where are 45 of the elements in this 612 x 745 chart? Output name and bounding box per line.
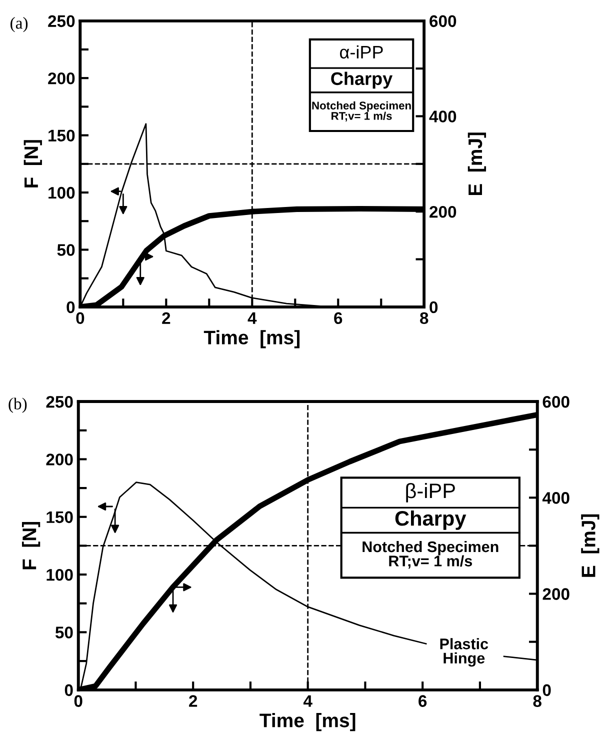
y-tick-label: 250 xyxy=(48,15,75,28)
x-axis-title: Time [ms] xyxy=(204,330,300,348)
x-tick-label: 0 xyxy=(76,312,84,324)
chart-title: (b) xyxy=(8,398,27,413)
y2-tick-label: 0 xyxy=(430,301,438,314)
y2-axis-title: E [mJ] xyxy=(468,132,486,196)
chart-title: (a) xyxy=(10,17,28,32)
y2-tick-label: 200 xyxy=(430,206,456,218)
y-tick-label: 200 xyxy=(48,72,75,84)
x-tick-label: 8 xyxy=(533,695,542,707)
annotation: β-iPP xyxy=(406,482,455,502)
y-tick-label: 0 xyxy=(66,301,75,314)
x-tick-label: 6 xyxy=(334,312,342,324)
x-axis-title: Time [ms] xyxy=(260,713,356,732)
y2-tick-label: 600 xyxy=(542,396,570,408)
x-tick-label: 6 xyxy=(418,695,427,707)
x-tick-label: 2 xyxy=(189,695,198,707)
y-tick-label: 200 xyxy=(46,454,73,466)
annotation: Charpy xyxy=(395,510,466,530)
y-tick-label: 150 xyxy=(48,130,75,142)
annotation: Plastic Hinge xyxy=(440,638,488,667)
y2-tick-label: 400 xyxy=(429,110,456,122)
x-tick-label: 8 xyxy=(420,312,428,324)
annotation: Charpy xyxy=(331,72,393,89)
y2-tick-label: 200 xyxy=(542,588,570,600)
y-axis-title: F [N] xyxy=(22,522,40,570)
y-tick-label: 0 xyxy=(64,684,73,696)
x-tick-label: 4 xyxy=(303,695,312,707)
annotation: α-iPP xyxy=(340,45,383,59)
y2-tick-label: 600 xyxy=(430,15,456,28)
y-tick-label: 100 xyxy=(48,186,75,199)
y-tick-label: 100 xyxy=(46,568,73,581)
y-tick-label: 150 xyxy=(46,511,73,524)
y-tick-label: 50 xyxy=(55,626,73,638)
y2-tick-label: 400 xyxy=(542,492,570,504)
y2-axis-title: E [mJ] xyxy=(581,514,600,577)
x-tick-label: 4 xyxy=(248,312,257,324)
annotation: Notched Specimen RT;v= 1 m/s xyxy=(312,101,411,122)
x-tick-label: 0 xyxy=(74,695,82,707)
annotation: Notched Specimen RT;v= 1 m/s xyxy=(362,540,498,569)
y-axis-title: F [N] xyxy=(24,140,42,188)
y2-tick-label: 0 xyxy=(542,684,551,696)
y-tick-label: 50 xyxy=(57,244,75,256)
y-tick-label: 250 xyxy=(46,396,73,408)
x-tick-label: 2 xyxy=(162,312,170,324)
